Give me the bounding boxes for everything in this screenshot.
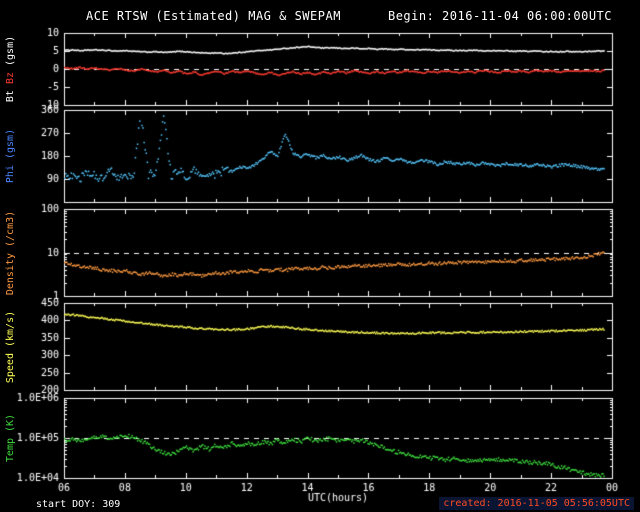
ylabel-density: Density (/cm3)	[5, 210, 16, 294]
ylabel-speed: Speed (km/s)	[5, 310, 16, 382]
ylabel-text: Speed (km/s)	[5, 310, 16, 383]
ylabel-text: Density (/cm3)	[5, 210, 16, 295]
ylabel-text: Bz	[5, 72, 16, 85]
ylabel-text: Bt	[5, 84, 16, 103]
ylabel-text: Phi (gsm)	[5, 128, 16, 184]
ylabel-text: (gsm)	[5, 35, 16, 73]
plot-begin-time: Begin: 2016-11-04 06:00:00UTC	[387, 9, 612, 23]
ylabel-bt-bz: Bt Bz (gsm)	[5, 36, 16, 102]
ylabel-text: Temp (K)	[5, 413, 16, 463]
ylabel-phi: Phi (gsm)	[5, 129, 16, 183]
plot-title: ACE RTSW (Estimated) MAG & SWEPAM	[86, 9, 341, 23]
ylabel-temp: Temp (K)	[5, 414, 16, 462]
created-timestamp: created: 2016-11-05 05:56:05UTC	[439, 497, 634, 510]
start-doy-label: start DOY: 309	[36, 499, 121, 510]
